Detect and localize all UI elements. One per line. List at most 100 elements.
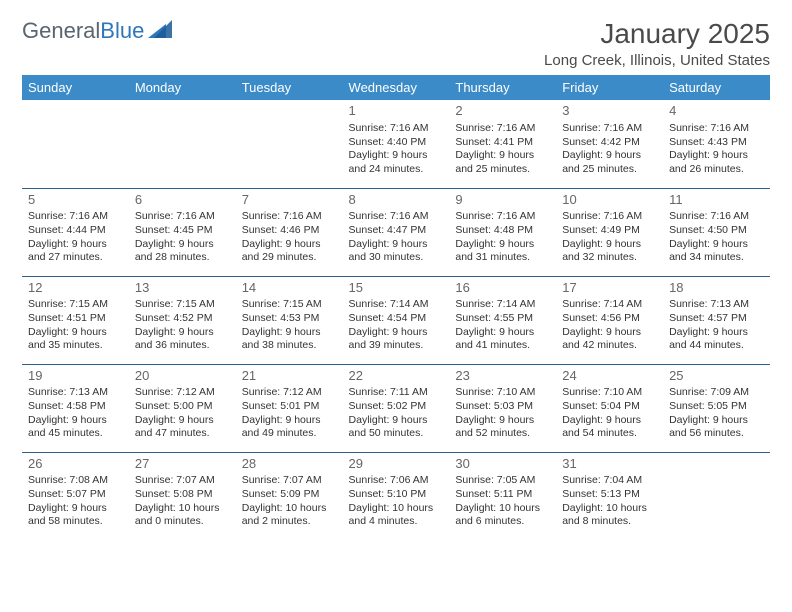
daylight-line: Daylight: 9 hours and 52 minutes. [455,414,550,441]
sunset-line: Sunset: 4:41 PM [455,136,550,150]
day-number: 17 [562,280,657,297]
sunrise-line: Sunrise: 7:11 AM [349,386,444,400]
sunset-line: Sunset: 4:46 PM [242,224,337,238]
daylight-line: Daylight: 10 hours and 6 minutes. [455,502,550,529]
sunrise-line: Sunrise: 7:15 AM [28,298,123,312]
daylight-line: Daylight: 9 hours and 25 minutes. [455,149,550,176]
day-number: 29 [349,456,444,473]
daylight-line: Daylight: 9 hours and 34 minutes. [669,238,764,265]
sunrise-line: Sunrise: 7:16 AM [135,210,230,224]
daylight-line: Daylight: 9 hours and 39 minutes. [349,326,444,353]
day-number: 15 [349,280,444,297]
header: GeneralBlue January 2025 Long Creek, Ill… [22,18,770,69]
calendar-day-cell: 8Sunrise: 7:16 AMSunset: 4:47 PMDaylight… [343,188,450,276]
daylight-line: Daylight: 10 hours and 2 minutes. [242,502,337,529]
day-number: 7 [242,192,337,209]
sunrise-line: Sunrise: 7:16 AM [28,210,123,224]
sunrise-line: Sunrise: 7:14 AM [455,298,550,312]
daylight-line: Daylight: 9 hours and 28 minutes. [135,238,230,265]
daylight-line: Daylight: 9 hours and 58 minutes. [28,502,123,529]
sunrise-line: Sunrise: 7:16 AM [669,122,764,136]
sunset-line: Sunset: 4:55 PM [455,312,550,326]
sunset-line: Sunset: 5:00 PM [135,400,230,414]
daylight-line: Daylight: 9 hours and 25 minutes. [562,149,657,176]
sunrise-line: Sunrise: 7:10 AM [562,386,657,400]
calendar-day-cell: 31Sunrise: 7:04 AMSunset: 5:13 PMDayligh… [556,452,663,540]
day-number: 18 [669,280,764,297]
daylight-line: Daylight: 9 hours and 54 minutes. [562,414,657,441]
day-number: 6 [135,192,230,209]
daylight-line: Daylight: 9 hours and 45 minutes. [28,414,123,441]
location: Long Creek, Illinois, United States [544,52,770,69]
sunrise-line: Sunrise: 7:16 AM [242,210,337,224]
sunset-line: Sunset: 4:54 PM [349,312,444,326]
sunset-line: Sunset: 4:43 PM [669,136,764,150]
calendar-day-cell: 9Sunrise: 7:16 AMSunset: 4:48 PMDaylight… [449,188,556,276]
sunrise-line: Sunrise: 7:16 AM [349,122,444,136]
calendar-day-cell: 1Sunrise: 7:16 AMSunset: 4:40 PMDaylight… [343,100,450,188]
daylight-line: Daylight: 9 hours and 32 minutes. [562,238,657,265]
calendar-day-cell: 30Sunrise: 7:05 AMSunset: 5:11 PMDayligh… [449,452,556,540]
day-number: 27 [135,456,230,473]
sunset-line: Sunset: 4:47 PM [349,224,444,238]
calendar-week-row: 5Sunrise: 7:16 AMSunset: 4:44 PMDaylight… [22,188,770,276]
calendar-table: SundayMondayTuesdayWednesdayThursdayFrid… [22,75,770,540]
calendar-body: 1Sunrise: 7:16 AMSunset: 4:40 PMDaylight… [22,100,770,540]
daylight-line: Daylight: 9 hours and 27 minutes. [28,238,123,265]
day-number: 22 [349,368,444,385]
logo-text-blue: Blue [100,18,144,44]
sunset-line: Sunset: 4:51 PM [28,312,123,326]
calendar-day-cell: 19Sunrise: 7:13 AMSunset: 4:58 PMDayligh… [22,364,129,452]
sunrise-line: Sunrise: 7:05 AM [455,474,550,488]
sunrise-line: Sunrise: 7:04 AM [562,474,657,488]
calendar-day-cell: 26Sunrise: 7:08 AMSunset: 5:07 PMDayligh… [22,452,129,540]
calendar-day-cell: 14Sunrise: 7:15 AMSunset: 4:53 PMDayligh… [236,276,343,364]
calendar-empty-cell [129,100,236,188]
calendar-day-cell: 22Sunrise: 7:11 AMSunset: 5:02 PMDayligh… [343,364,450,452]
sunset-line: Sunset: 4:45 PM [135,224,230,238]
calendar-day-cell: 4Sunrise: 7:16 AMSunset: 4:43 PMDaylight… [663,100,770,188]
day-number: 28 [242,456,337,473]
sunrise-line: Sunrise: 7:07 AM [242,474,337,488]
calendar-day-cell: 7Sunrise: 7:16 AMSunset: 4:46 PMDaylight… [236,188,343,276]
day-number: 16 [455,280,550,297]
calendar-week-row: 12Sunrise: 7:15 AMSunset: 4:51 PMDayligh… [22,276,770,364]
calendar-day-cell: 17Sunrise: 7:14 AMSunset: 4:56 PMDayligh… [556,276,663,364]
sunrise-line: Sunrise: 7:16 AM [455,210,550,224]
daylight-line: Daylight: 9 hours and 29 minutes. [242,238,337,265]
daylight-line: Daylight: 9 hours and 49 minutes. [242,414,337,441]
day-number: 2 [455,103,550,120]
sunset-line: Sunset: 5:10 PM [349,488,444,502]
logo-text-gray: General [22,18,100,44]
daylight-line: Daylight: 9 hours and 24 minutes. [349,149,444,176]
calendar-day-cell: 28Sunrise: 7:07 AMSunset: 5:09 PMDayligh… [236,452,343,540]
sunset-line: Sunset: 5:03 PM [455,400,550,414]
sunrise-line: Sunrise: 7:13 AM [28,386,123,400]
calendar-day-cell: 2Sunrise: 7:16 AMSunset: 4:41 PMDaylight… [449,100,556,188]
daylight-line: Daylight: 9 hours and 35 minutes. [28,326,123,353]
day-number: 21 [242,368,337,385]
day-number: 23 [455,368,550,385]
day-number: 13 [135,280,230,297]
calendar-day-cell: 21Sunrise: 7:12 AMSunset: 5:01 PMDayligh… [236,364,343,452]
sunset-line: Sunset: 4:53 PM [242,312,337,326]
daylight-line: Daylight: 10 hours and 4 minutes. [349,502,444,529]
sunrise-line: Sunrise: 7:16 AM [669,210,764,224]
calendar-day-cell: 16Sunrise: 7:14 AMSunset: 4:55 PMDayligh… [449,276,556,364]
day-number: 30 [455,456,550,473]
weekday-header: Thursday [449,75,556,100]
calendar-day-cell: 20Sunrise: 7:12 AMSunset: 5:00 PMDayligh… [129,364,236,452]
calendar-day-cell: 6Sunrise: 7:16 AMSunset: 4:45 PMDaylight… [129,188,236,276]
day-number: 19 [28,368,123,385]
sunrise-line: Sunrise: 7:15 AM [242,298,337,312]
weekday-header: Monday [129,75,236,100]
day-number: 10 [562,192,657,209]
calendar-week-row: 19Sunrise: 7:13 AMSunset: 4:58 PMDayligh… [22,364,770,452]
logo: GeneralBlue [22,18,172,44]
calendar-week-row: 26Sunrise: 7:08 AMSunset: 5:07 PMDayligh… [22,452,770,540]
title-block: January 2025 Long Creek, Illinois, Unite… [544,18,770,69]
sunrise-line: Sunrise: 7:07 AM [135,474,230,488]
sunset-line: Sunset: 5:07 PM [28,488,123,502]
day-number: 20 [135,368,230,385]
sunset-line: Sunset: 4:44 PM [28,224,123,238]
